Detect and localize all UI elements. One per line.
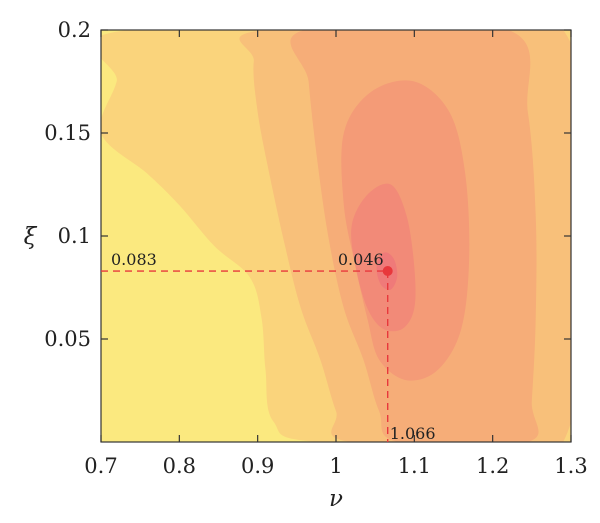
x-tick-label: 1.3 [554, 454, 587, 478]
x-tick-label: 0.8 [163, 454, 196, 478]
x-tick-label: 1 [329, 454, 342, 478]
y-axis-label: ξ [24, 224, 38, 250]
y-tick-label: 0.15 [44, 121, 91, 145]
x-tick-label: 0.9 [241, 454, 274, 478]
min-value-annotation: 0.046 [338, 250, 384, 269]
y-value-annotation: 0.083 [111, 250, 157, 269]
y-tick-label: 0.05 [44, 327, 91, 351]
x-tick-label: 0.7 [84, 454, 117, 478]
y-tick-label: 0.2 [58, 18, 91, 42]
contour-fill-group [101, 30, 571, 442]
minimum-point [382, 266, 393, 277]
x-tick-label: 1.1 [398, 454, 431, 478]
x-value-annotation: 1.066 [390, 424, 436, 443]
y-tick-label: 0.1 [58, 224, 91, 248]
x-tick-label: 1.2 [476, 454, 509, 478]
x-axis-label: ν [329, 486, 343, 512]
